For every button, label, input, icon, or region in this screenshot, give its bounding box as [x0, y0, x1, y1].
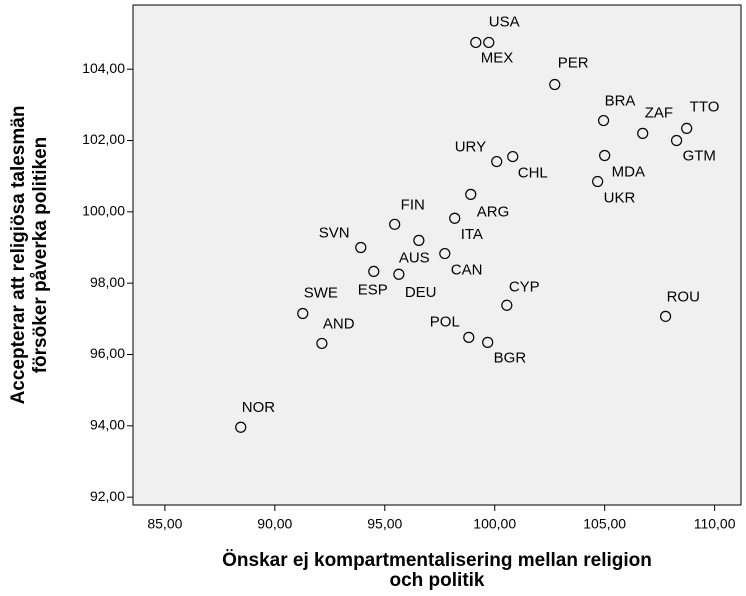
point-label: SVN [319, 224, 350, 241]
y-tick-label: 102,00 [82, 131, 125, 147]
point [389, 218, 401, 230]
point-label: ZAF [645, 104, 673, 121]
point [449, 212, 461, 224]
y-tick-label: 104,00 [82, 60, 125, 76]
point [368, 265, 380, 278]
point [599, 149, 611, 162]
plot-area [132, 4, 742, 506]
point [659, 310, 672, 322]
x-tick-label: 100,00 [473, 516, 516, 532]
point-label: URY [455, 139, 486, 156]
point [491, 155, 503, 168]
point [439, 247, 451, 260]
y-tick-label: 94,00 [90, 417, 125, 433]
point [482, 336, 494, 348]
point-label: AND [323, 315, 355, 332]
point-label: PER [558, 54, 589, 71]
point [483, 36, 495, 49]
point-label: GTM [683, 147, 716, 164]
point [393, 268, 405, 280]
y-axis-label: försöker påverka politiken [30, 137, 51, 374]
point-label: BRA [605, 93, 636, 110]
point-label: MDA [612, 163, 645, 180]
x-tick-label: 105,00 [583, 516, 626, 532]
point-label: CYP [509, 278, 540, 295]
y-tick-label: 98,00 [90, 274, 125, 290]
point-label: USA [489, 13, 520, 30]
y-tick-label: 100,00 [82, 203, 125, 219]
point-label: SWE [304, 284, 338, 301]
point [355, 241, 367, 254]
point-label: ARG [477, 203, 510, 220]
point [297, 307, 309, 320]
x-tick-label: 85,00 [147, 516, 182, 532]
point-label: POL [430, 313, 460, 330]
point [507, 150, 519, 163]
point-label: ESP [358, 281, 388, 298]
x-tick-label: 110,00 [694, 516, 736, 532]
y-tick-label: 96,00 [90, 345, 125, 361]
point-label: UKR [604, 190, 636, 207]
point [413, 234, 425, 246]
point [501, 299, 513, 311]
point [597, 114, 610, 127]
point-label: DEU [405, 284, 437, 301]
point [465, 188, 477, 200]
point [549, 78, 561, 91]
point-label: FIN [401, 196, 425, 213]
point-label: BGR [494, 349, 527, 366]
point-label: TTO [690, 98, 720, 115]
point [681, 122, 693, 134]
point [235, 421, 247, 433]
point-label: CHL [518, 165, 548, 182]
point-label: NOR [242, 399, 275, 416]
point [637, 127, 649, 139]
x-tick-label: 95,00 [367, 516, 402, 532]
point [316, 337, 328, 350]
x-axis-label: och politik [390, 570, 485, 591]
point [463, 331, 475, 343]
point-label: ITA [461, 226, 483, 243]
y-axis-label: Accepterar att religiösa talesmän [8, 106, 29, 405]
x-axis-label: Önskar ej kompartmentalisering mellan re… [222, 550, 652, 571]
point [670, 134, 683, 147]
point-label: AUS [399, 249, 430, 266]
point [592, 175, 604, 188]
y-tick-label: 92,00 [90, 488, 125, 504]
point [470, 36, 482, 49]
point-label: ROU [667, 288, 700, 305]
point-label: MEX [481, 49, 514, 66]
point-label: CAN [451, 262, 483, 279]
x-tick-label: 90,00 [257, 516, 292, 532]
